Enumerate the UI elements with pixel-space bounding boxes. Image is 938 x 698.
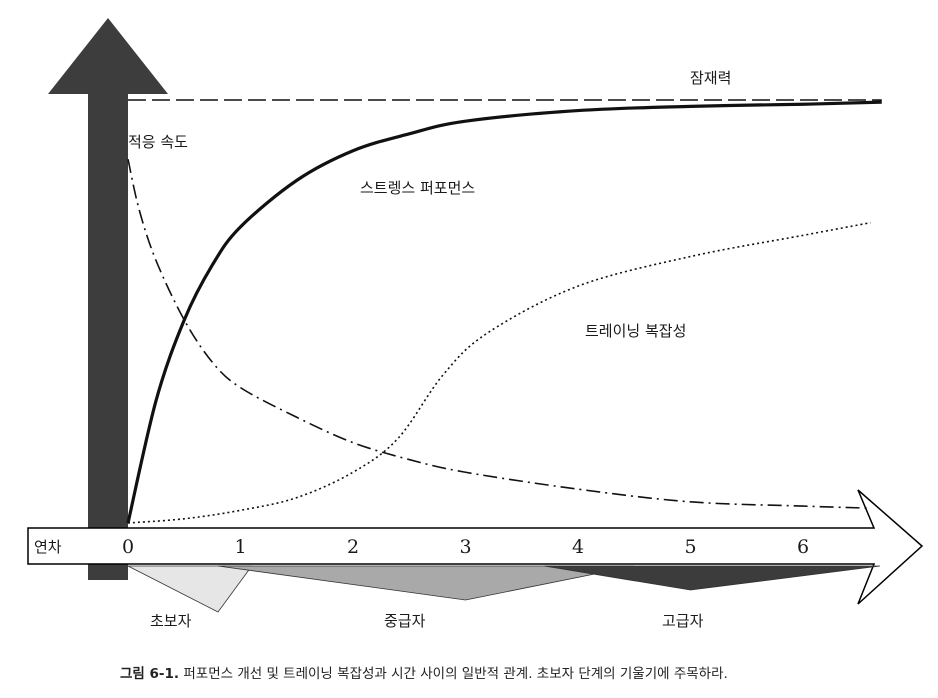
series-label-strength: 스트렝스 퍼포먼스 [360, 179, 475, 197]
series-line-1 [126, 100, 882, 524]
y-axis-arrow [48, 18, 168, 580]
curves [126, 99, 882, 524]
series-label-adaptation: 적응 속도 [128, 133, 188, 151]
x-tick-6: 6 [797, 536, 809, 558]
x-tick-0: 0 [122, 536, 134, 558]
x-tick-4: 4 [572, 536, 584, 558]
band-label-advanced: 고급자 [662, 612, 704, 630]
x-tick-labels: 0 1 2 3 4 5 6 [122, 536, 809, 558]
figure-caption: 그림 6-1. 퍼포먼스 개선 및 트레이닝 복잡성과 시간 사이의 일반적 관… [120, 662, 920, 682]
series-label-complexity: 트레이닝 복잡성 [585, 322, 686, 340]
band-1 [217, 565, 635, 601]
caption-label: 그림 6-1. [120, 666, 180, 682]
series-label-potential: 잠재력 [690, 69, 731, 87]
band-label-novice: 초보자 [150, 612, 192, 630]
x-axis-label: 연차 [34, 538, 62, 556]
band-0 [127, 565, 253, 613]
stage-bands [127, 565, 881, 613]
x-tick-2: 2 [347, 536, 359, 558]
x-axis-arrow [27, 489, 924, 605]
series-line-2 [127, 221, 871, 524]
band-2 [544, 565, 881, 591]
band-label-intermediate: 중급자 [384, 612, 426, 630]
x-tick-3: 3 [459, 536, 471, 558]
caption-text: 퍼포먼스 개선 및 트레이닝 복잡성과 시간 사이의 일반적 관계. 초보자 단… [183, 666, 728, 682]
x-tick-5: 5 [684, 536, 696, 558]
series-line-3 [127, 159, 871, 509]
x-tick-1: 1 [234, 536, 246, 558]
